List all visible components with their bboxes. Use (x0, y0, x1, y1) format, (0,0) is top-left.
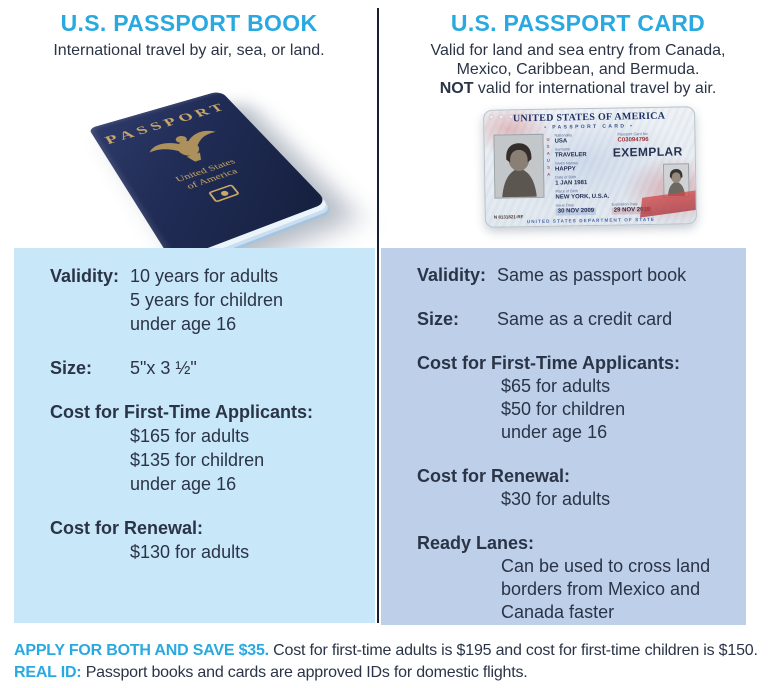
passport-card-subtitle: Valid for land and sea entry from Canada… (380, 41, 776, 98)
passport-card-title: U.S. PASSPORT CARD (450, 10, 706, 36)
passport-book-title: U.S. PASSPORT BOOK (60, 10, 318, 36)
card-renewal-lines: $30 for adults (501, 489, 611, 509)
card-side-text: USAUSA (545, 136, 552, 179)
eagle-emblem-icon (139, 121, 239, 179)
book-size-label: Size: (50, 358, 93, 378)
card-first-time-lines: $65 for adults $50 for children under ag… (501, 376, 626, 442)
book-renewal-lines: $130 for adults (130, 542, 250, 562)
card-first-time-label: Cost for First-Time Applicants: (417, 353, 681, 373)
passport-card-header: U.S. PASSPORT CARD Valid for land and se… (380, 10, 776, 98)
book-validity-label: Validity: (50, 266, 120, 286)
passport-book-panel: Validity: 10 years for adults 5 years fo… (14, 248, 375, 623)
flag-ribbon-decoration (639, 189, 698, 218)
book-renewal-section: Cost for Renewal: $130 for adults (50, 516, 369, 564)
card-field-given-names: Given Names HAPPY (554, 161, 578, 173)
card-size-label: Size: (417, 309, 460, 329)
column-divider (377, 8, 379, 623)
passport-card-panel: Validity: Same as passport book Size: Sa… (381, 248, 746, 625)
card-field-date-of-birth: Date of Birth 1 JAN 1981 (555, 175, 588, 187)
card-ready-lanes-label: Ready Lanes: (417, 533, 535, 553)
footer-notes: APPLY FOR BOTH AND SAVE $35. Cost for fi… (14, 640, 770, 684)
card-size-value: Same as a credit card (497, 309, 673, 329)
card-field-surname: Surname TRAVELER (554, 147, 587, 159)
card-renewal-label: Cost for Renewal: (417, 466, 571, 486)
card-field-place-of-birth: Place of Birth NEW YORK, U.S.A. (555, 189, 610, 201)
book-first-time-section: Cost for First-Time Applicants: $165 for… (50, 400, 369, 496)
card-ready-lanes-section: Ready Lanes: Can be used to cross land b… (417, 532, 740, 624)
not-emphasis: NOT (439, 80, 474, 97)
real-id-highlight: REAL ID: (14, 664, 82, 681)
card-field-nationality: Nationality USA (554, 133, 573, 145)
footer-line-apply-both: APPLY FOR BOTH AND SAVE $35. Cost for fi… (14, 642, 758, 659)
card-size-row: Size: Same as a credit card (417, 308, 740, 331)
passport-book-header: U.S. PASSPORT BOOK International travel … (0, 10, 378, 60)
passport-card-subtitle-line2: Mexico, Caribbean, and Bermuda. (456, 61, 700, 78)
passport-book-subtitle: International travel by air, sea, or lan… (53, 42, 325, 59)
passport-card-subtitle-line1: Valid for land and sea entry from Canada… (430, 42, 726, 59)
card-exemplar-text: EXEMPLAR (612, 144, 683, 160)
epassport-chip-icon (207, 184, 241, 203)
card-field-card-number: Passport Card No. C03094796 (617, 131, 649, 144)
book-size-value: 5"x 3 ½" (130, 358, 197, 378)
card-validity-row: Validity: Same as passport book (417, 264, 740, 287)
footer-line-real-id: REAL ID: Passport books and cards are ap… (14, 664, 528, 681)
passport-card-subtitle-line3: NOT valid for international travel by ai… (439, 80, 717, 97)
card-validity-label: Validity: (417, 265, 487, 285)
card-first-time-section: Cost for First-Time Applicants: $65 for … (417, 352, 740, 444)
passport-card-image: ★ ★ ★ UNITED STATES OF AMERICA • PASSPOR… (482, 106, 698, 228)
passport-book-cover: PASSPORT United States of America (88, 90, 328, 262)
apply-both-highlight: APPLY FOR BOTH AND SAVE $35. (14, 642, 269, 659)
passport-book-image: PASSPORT United States of America (88, 58, 328, 268)
book-first-time-label: Cost for First-Time Applicants: (50, 402, 314, 422)
card-portrait-photo (493, 133, 545, 199)
book-size-row: Size: 5"x 3 ½" (50, 356, 369, 380)
card-validity-value: Same as passport book (497, 265, 687, 285)
book-renewal-label: Cost for Renewal: (50, 518, 204, 538)
card-ready-lanes-lines: Can be used to cross land borders from M… (501, 556, 711, 622)
card-renewal-section: Cost for Renewal: $30 for adults (417, 465, 740, 511)
passport-card-face: ★ ★ ★ UNITED STATES OF AMERICA • PASSPOR… (482, 106, 698, 228)
book-first-time-lines: $165 for adults $135 for children under … (130, 426, 265, 494)
book-validity-row: Validity: 10 years for adults 5 years fo… (50, 264, 369, 336)
book-validity-value: 10 years for adults 5 years for children… (130, 266, 284, 334)
card-field-issue-date: Issue Date 30 NOV 2009 (556, 203, 597, 216)
